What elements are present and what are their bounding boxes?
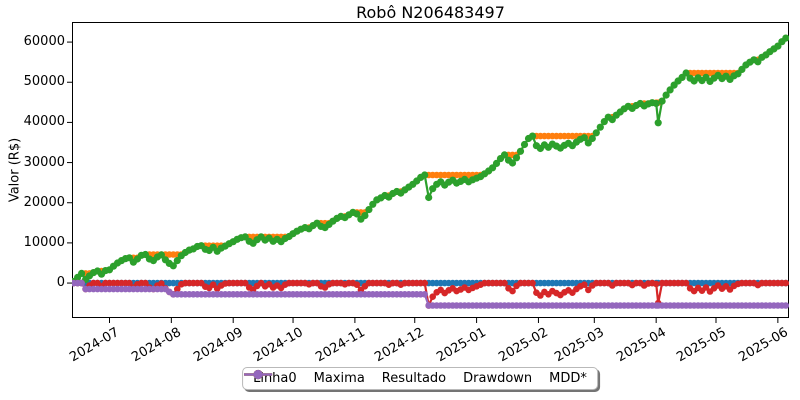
series-mdd [72,279,789,309]
series-drawdown [72,279,789,309]
chart-title: Robô N206483497 [356,3,505,22]
y-tick-label: 50000 [23,74,65,90]
y-tick-label: 10000 [23,234,65,250]
legend-item-mdd: MDD* [244,369,587,386]
legend-item-resultado: Resultado [244,369,447,386]
series-resultado [72,34,789,286]
y-tick-label: 60000 [23,34,65,50]
y-tick-label: 30000 [23,154,65,170]
legend-item-maxima: Maxima [244,369,365,386]
legend-item-drawdown: Drawdown [244,369,533,386]
y-tick-label: 20000 [23,194,65,210]
y-tick-label: 0 [56,275,65,291]
legend-label: Maxima [313,371,365,386]
legend-line-marker-icon [244,369,273,380]
y-axis-label: Valor (R$) [7,137,23,203]
legend-label: Drawdown [463,371,533,386]
series-maxima [72,34,789,285]
legend-label: MDD* [549,371,587,386]
legend: Linha0 Maxima Resultado Drawdown MDD* [242,367,598,390]
legend-label: Resultado [381,371,447,386]
y-tick-label: 40000 [23,114,65,130]
axes-frame [72,22,789,318]
